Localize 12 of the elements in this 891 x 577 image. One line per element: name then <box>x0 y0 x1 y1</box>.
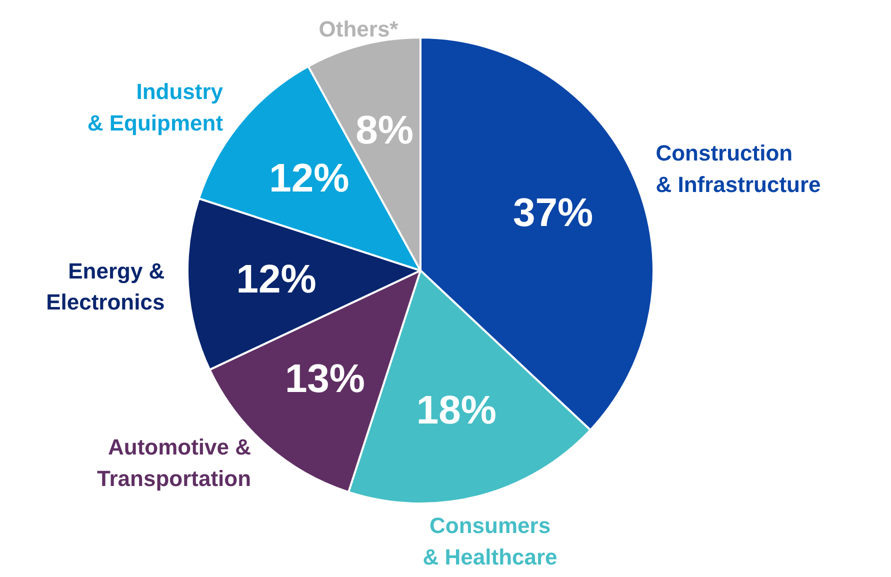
slice-label: Industry & Equipment <box>87 79 224 136</box>
slice-label: Construction & Infrastructure <box>656 140 821 197</box>
data-label: 12% <box>269 156 350 200</box>
slice-label: Consumers & Healthcare <box>422 513 558 570</box>
data-label: 18% <box>416 388 496 432</box>
data-label: 12% <box>236 258 316 302</box>
slice-label: Energy & Electronics <box>46 258 165 315</box>
slice-label: Automotive & Transportation <box>96 434 252 491</box>
data-label: 13% <box>284 356 365 401</box>
slice-label: Others* <box>318 16 399 42</box>
data-label: 8% <box>356 108 414 153</box>
data-label: 37% <box>513 191 594 236</box>
